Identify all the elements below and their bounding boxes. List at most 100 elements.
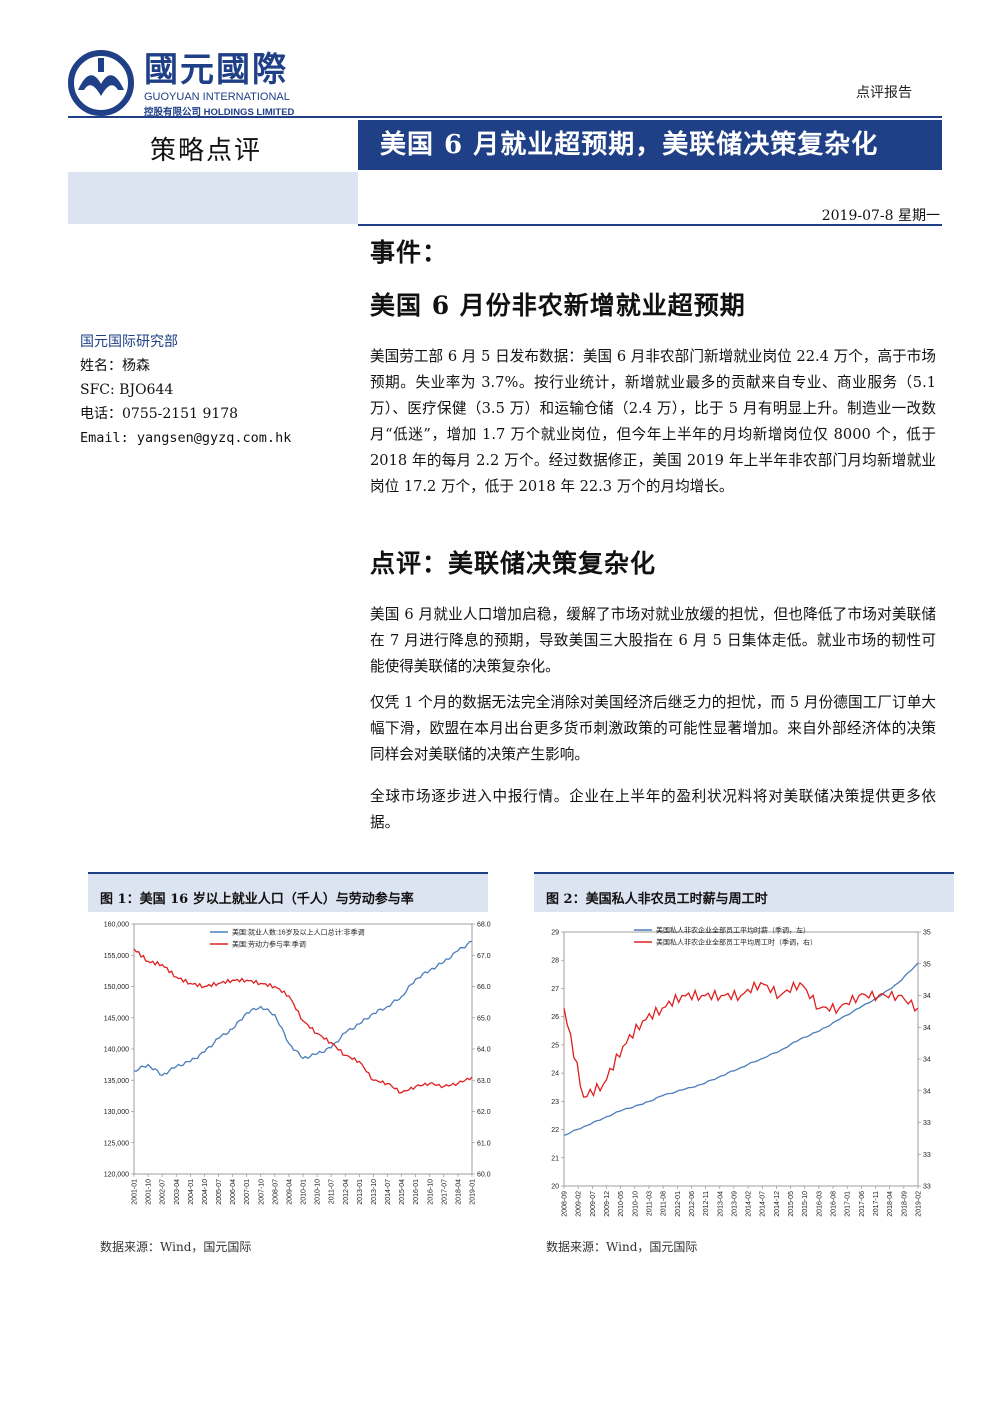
series-line-1 (563, 962, 919, 1136)
right-tick-label: 62.0 (477, 1109, 491, 1116)
legend-label: 美国私人非农企业全部员工平均时薪（季调，左） (656, 926, 810, 935)
x-tick-label: 2004-01 (188, 1179, 195, 1205)
x-tick-label: 2013-01 (357, 1179, 364, 1205)
left-tick-label: 25 (551, 1042, 559, 1049)
x-tick-label: 2007-01 (244, 1179, 251, 1205)
left-tick-label: 29 (551, 930, 559, 937)
left-tick-label: 120,000 (104, 1172, 129, 1179)
x-tick-label: 2014-02 (746, 1191, 753, 1217)
section-label: 策略点评 (150, 136, 263, 166)
x-tick-label: 2016-08 (831, 1191, 838, 1217)
x-tick-label: 2015-05 (788, 1191, 795, 1217)
figure2-header-band (534, 872, 954, 912)
author-block: 国元国际研究部 姓名：杨森 SFC: BJO644 电话：0755-2151 9… (80, 330, 291, 450)
figure1-source: 数据来源：Wind，国元国际 (100, 1240, 252, 1254)
x-tick-label: 2012-06 (689, 1191, 696, 1217)
left-tick-label: 28 (551, 958, 559, 965)
left-tick-label: 145,000 (104, 1015, 129, 1022)
chart-wages-hours: 2928272625242322212035353434343433333320… (551, 926, 931, 1217)
x-tick-label: 2014-12 (774, 1191, 781, 1217)
event-subheading: 美国 6 月份非农新增就业超预期 (370, 291, 746, 320)
report-date: 2019-07-8 星期一 (821, 208, 940, 224)
left-tick-label: 160,000 (104, 922, 129, 929)
right-tick-label: 34 (923, 993, 931, 1000)
author-name: 姓名：杨森 (80, 358, 150, 374)
figure2-title: 图 2：美国私人非农员工时薪与周工时 (546, 892, 768, 907)
right-tick-label: 61.0 (477, 1140, 491, 1147)
x-tick-label: 2018-04 (887, 1191, 894, 1217)
author-dept: 国元国际研究部 (80, 334, 178, 350)
left-tick-label: 26 (551, 1014, 559, 1021)
right-tick-label: 35 (923, 961, 931, 968)
date-rule (358, 224, 942, 226)
x-tick-label: 2004-10 (202, 1179, 209, 1205)
x-tick-label: 2016-01 (413, 1179, 420, 1205)
company-logo: 國元國際 GUOYUAN INTERNATIONAL 控股有限公司 HOLDIN… (68, 48, 308, 120)
right-tick-label: 34 (923, 1088, 931, 1095)
x-tick-label: 2012-04 (343, 1179, 350, 1205)
x-tick-label: 2017-11 (873, 1191, 880, 1216)
x-tick-label: 2015-04 (399, 1179, 406, 1205)
series-line-1 (133, 940, 473, 1077)
x-tick-label: 2006-04 (230, 1179, 237, 1205)
page-title: 美国 6 月就业超预期，美联储决策复杂化 (380, 130, 879, 160)
right-tick-label: 66.0 (477, 984, 491, 991)
title-banner (358, 120, 942, 170)
x-tick-label: 2002-07 (160, 1179, 167, 1205)
comment-paragraph-1: 美国 6 月就业人口增加启稳，缓解了市场对就业放缓的担忧，但也降低了市场对美联储… (370, 606, 936, 675)
series-line-2 (133, 948, 473, 1094)
event-paragraph: 美国劳工部 6 月 5 日发布数据：美国 6 月非农部门新增就业岗位 22.4 … (370, 348, 936, 495)
legend-label: 美国:就业人数:16岁及以上人口总计:非季调 (232, 928, 365, 937)
right-tick-label: 34 (923, 1057, 931, 1064)
right-tick-label: 33 (923, 1184, 931, 1191)
right-tick-label: 67.0 (477, 953, 491, 960)
x-tick-label: 2009-04 (286, 1179, 293, 1205)
x-tick-label: 2010-10 (315, 1179, 322, 1205)
x-tick-label: 2018-04 (455, 1179, 462, 1205)
left-tick-label: 140,000 (104, 1047, 129, 1054)
x-tick-label: 2015-10 (802, 1191, 809, 1217)
figure1-title: 图 1：美国 16 岁以上就业人口（千人）与劳动参与率 (100, 892, 414, 907)
x-tick-label: 2008-07 (272, 1179, 279, 1205)
x-tick-label: 2017-07 (441, 1179, 448, 1205)
left-tick-label: 27 (551, 986, 559, 993)
x-tick-label: 2017-06 (859, 1191, 866, 1217)
logo-cn-text: 國元國際 (144, 50, 288, 90)
author-phone: 电话：0755-2151 9178 (80, 406, 239, 422)
logo-en-subtext: 控股有限公司 HOLDINGS LIMITED (144, 107, 295, 118)
header-rule (68, 116, 942, 118)
x-tick-label: 2011-03 (646, 1191, 653, 1216)
left-tick-label: 20 (551, 1184, 559, 1191)
plot-frame (563, 931, 919, 1187)
right-tick-label: 64.0 (477, 1047, 491, 1054)
chart-employment-participation: 160,000 155,000 150,000 145,000 140,000 135,0… (104, 922, 491, 1205)
x-tick-label: 2011-08 (661, 1191, 668, 1216)
left-shaded-band (68, 172, 358, 224)
x-tick-label: 2017-01 (845, 1191, 852, 1217)
right-tick-label: 35 (923, 930, 931, 937)
author-sfc: SFC: BJO644 (80, 382, 174, 398)
x-tick-label: 2013-09 (731, 1191, 738, 1217)
x-tick-label: 2010-01 (301, 1179, 308, 1205)
left-tick-label: 22 (551, 1127, 559, 1134)
x-tick-label: 2013-10 (371, 1179, 378, 1205)
plot-frame (133, 923, 473, 1175)
right-tick-label: 33 (923, 1120, 931, 1127)
x-tick-label: 2009-07 (590, 1191, 597, 1217)
x-tick-label: 2018-09 (901, 1191, 908, 1217)
right-tick-label: 34 (923, 1025, 931, 1032)
x-tick-label: 2012-01 (675, 1191, 682, 1217)
figure2-source: 数据来源：Wind，国元国际 (546, 1240, 698, 1254)
x-tick-label: 2016-03 (816, 1191, 823, 1217)
legend-label: 美国私人非农企业全部员工平均周工时（季调，右） (656, 938, 817, 947)
left-tick-label: 135,000 (104, 1078, 129, 1085)
x-tick-label: 2013-04 (717, 1191, 724, 1217)
right-tick-label: 65.0 (477, 1015, 491, 1022)
x-tick-label: 2009-12 (604, 1191, 611, 1217)
author-email[interactable]: Email: yangsen@gyzq.com.hk (80, 430, 292, 446)
right-tick-label: 60.0 (477, 1172, 491, 1179)
left-tick-label: 130,000 (104, 1109, 129, 1116)
x-tick-label: 2009-02 (576, 1191, 583, 1217)
x-tick-label: 2001-10 (146, 1179, 153, 1205)
x-tick-label: 2019-01 (470, 1179, 477, 1205)
